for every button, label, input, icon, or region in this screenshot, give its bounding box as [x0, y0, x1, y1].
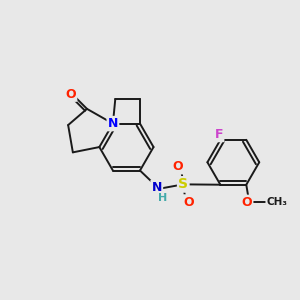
Text: O: O: [172, 160, 183, 173]
Text: N: N: [152, 181, 162, 194]
Text: H: H: [158, 193, 167, 202]
Text: CH₃: CH₃: [267, 197, 288, 207]
Text: N: N: [108, 117, 118, 130]
Text: S: S: [178, 177, 188, 191]
Text: F: F: [215, 128, 223, 141]
Text: O: O: [65, 88, 76, 101]
Text: O: O: [184, 196, 194, 208]
Text: O: O: [242, 196, 252, 209]
